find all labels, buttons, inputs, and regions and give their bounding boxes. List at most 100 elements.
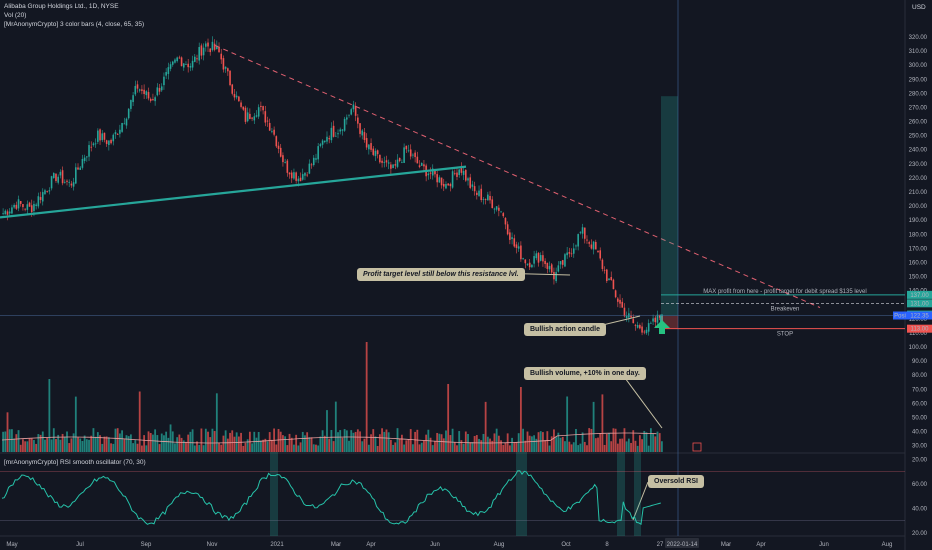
position-tag-label: Posi: [894, 314, 906, 320]
volume-bar: [35, 443, 38, 452]
volume-bar: [255, 437, 258, 452]
volume-bar: [332, 441, 335, 452]
volume-bar: [480, 440, 483, 452]
candle-body: [641, 326, 643, 333]
volume-bar: [94, 436, 97, 452]
x-tick-label: Jun: [430, 542, 440, 548]
volume-bar: [33, 440, 35, 452]
candle-body: [101, 133, 104, 141]
candle-body: [37, 196, 40, 207]
volume-bar: [136, 443, 139, 452]
candle-body: [15, 204, 18, 209]
volume-bar: [403, 444, 406, 452]
candle-body: [473, 186, 476, 192]
candle-body: [352, 104, 355, 110]
volume-bar: [473, 436, 476, 452]
candle-body: [17, 199, 20, 209]
candle-body: [467, 178, 469, 181]
candle-body: [559, 261, 562, 265]
candle-body: [196, 58, 198, 60]
candle-body: [658, 315, 661, 318]
candle-body: [30, 205, 33, 213]
volume-bar: [599, 433, 602, 452]
price-tick-label: 40.00: [912, 430, 928, 436]
candle-body: [145, 91, 148, 96]
volume-bar: [315, 444, 317, 452]
candle-body: [182, 63, 185, 68]
volume-bar: [453, 442, 456, 452]
volume-bar: [502, 444, 505, 452]
volume-bar: [259, 440, 262, 452]
candle-body: [123, 123, 126, 125]
candle-body: [357, 117, 359, 124]
candle-body: [495, 206, 498, 210]
price-tick-label: 150.00: [909, 275, 928, 281]
candle-body: [504, 217, 507, 225]
volume-bar: [508, 445, 511, 452]
resistance-note: Profit target level still below this res…: [357, 268, 525, 281]
candle-body: [597, 250, 599, 253]
candle-body: [524, 259, 527, 264]
volume-bar: [658, 433, 661, 452]
candle-body: [341, 129, 344, 131]
volume-bar: [660, 441, 663, 452]
candle-body: [564, 254, 566, 267]
candle-body: [141, 89, 143, 91]
candle-body: [103, 132, 106, 140]
volume-bar: [266, 441, 269, 452]
volume-bar: [92, 428, 95, 452]
candle-body: [238, 96, 240, 102]
candle-body: [119, 129, 121, 134]
candle-body: [346, 117, 348, 120]
volume-bar: [570, 444, 573, 452]
max-profit-label: MAX profit from here - profit target for…: [703, 289, 866, 295]
candle-body: [46, 190, 48, 192]
candles: [2, 36, 663, 336]
candle-body: [515, 244, 518, 248]
candle-body: [339, 129, 342, 132]
volume-bar: [652, 433, 654, 452]
candle-body: [405, 145, 408, 150]
volume-bar: [352, 432, 355, 452]
candle-body: [491, 199, 494, 209]
candle-body: [436, 174, 438, 183]
volume-bar: [354, 431, 357, 452]
volume-bar: [28, 438, 31, 452]
candle-body: [394, 164, 397, 166]
candle-body: [99, 129, 101, 141]
candle-body: [429, 172, 432, 174]
candle-body: [623, 307, 626, 317]
price-tick-label: 180.00: [909, 232, 928, 238]
price-tick-label: 260.00: [909, 120, 928, 126]
candle-body: [147, 92, 150, 99]
candle-body: [35, 204, 37, 206]
volume-bar: [242, 445, 245, 452]
candle-body: [116, 133, 119, 135]
candle-body: [229, 70, 231, 86]
candle-body: [33, 203, 35, 212]
volume-bar: [407, 439, 410, 452]
x-tick-label: Oct: [561, 542, 571, 548]
candle-body: [218, 46, 220, 53]
volume-bar: [17, 430, 20, 452]
candle-body: [420, 162, 423, 166]
candle-body: [376, 150, 379, 155]
candle-body: [224, 66, 227, 69]
rsi-tick-label: 40.00: [912, 507, 928, 513]
candle-body: [572, 248, 575, 254]
volume-bar: [539, 431, 542, 452]
volume-bar: [586, 445, 588, 452]
volume-bar: [546, 431, 549, 452]
candle-body: [601, 259, 604, 270]
candle-body: [363, 132, 366, 140]
volume-bar: [449, 435, 452, 452]
chart-title: Alibaba Group Holdings Ltd., 1D, NYSE: [4, 3, 119, 10]
volume-bar: [30, 438, 33, 452]
candle-body: [531, 264, 533, 268]
volume-bar: [55, 439, 57, 452]
volume-bar: [361, 441, 364, 452]
bullish-volume-note: Bullish volume, +10% in one day.: [524, 367, 646, 380]
candle-body: [77, 167, 79, 170]
candle-body: [330, 127, 333, 141]
